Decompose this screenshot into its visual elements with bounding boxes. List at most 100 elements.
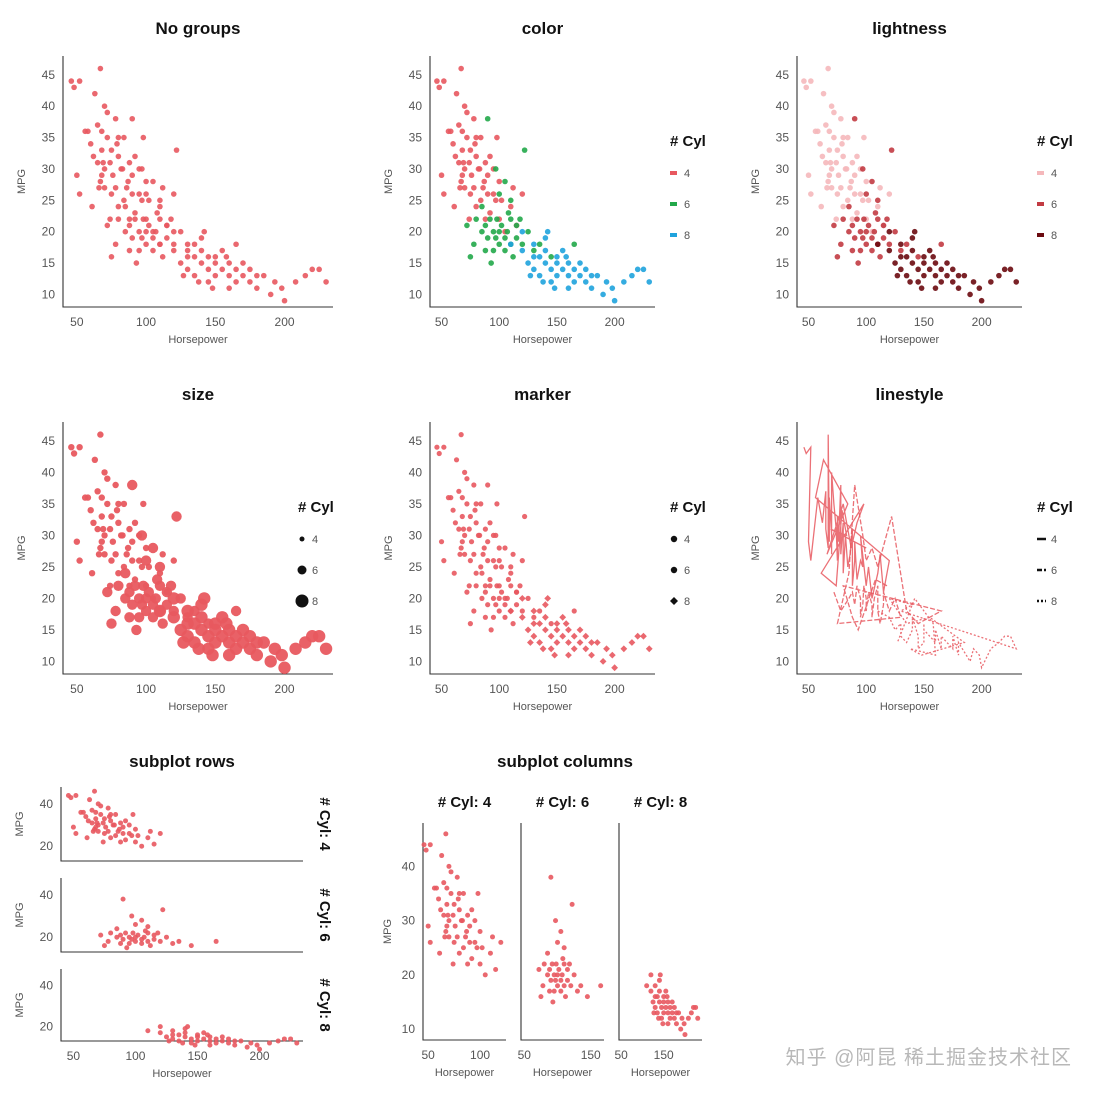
- data-point: [570, 645, 578, 653]
- data-point: [126, 159, 133, 166]
- legend-label: 4: [1051, 168, 1057, 180]
- data-point: [827, 159, 834, 166]
- data-point: [254, 285, 260, 291]
- data-point: [949, 279, 956, 285]
- data-point: [823, 159, 829, 166]
- data-point: [180, 272, 187, 279]
- data-point: [834, 253, 841, 260]
- data-point: [226, 285, 232, 291]
- data-point: [548, 977, 554, 983]
- data-point: [104, 134, 111, 141]
- data-point: [588, 285, 595, 291]
- data-point: [519, 608, 525, 614]
- data-point: [132, 839, 138, 845]
- data-point: [240, 260, 246, 266]
- data-point: [669, 999, 675, 1005]
- data-point: [434, 444, 440, 450]
- data-point: [443, 929, 449, 934]
- data-point: [507, 197, 514, 204]
- data-point: [233, 241, 239, 248]
- data-point: [566, 961, 572, 967]
- axis-lines: [60, 787, 303, 862]
- data-point: [99, 525, 107, 533]
- data-point: [115, 134, 122, 141]
- data-point: [571, 241, 578, 248]
- data-point: [665, 999, 671, 1005]
- data-point: [206, 648, 219, 662]
- data-point: [484, 115, 491, 122]
- data-point: [663, 988, 669, 994]
- data-point: [138, 563, 146, 571]
- data-point: [266, 1040, 272, 1046]
- data-point: [886, 241, 893, 248]
- data-point: [517, 583, 523, 589]
- data-point: [685, 1015, 691, 1021]
- subplot-row-4: 20 40 MPG # Cyl: 4: [14, 787, 333, 862]
- data-point: [120, 936, 126, 942]
- data-point: [93, 816, 99, 822]
- data-point: [129, 191, 136, 197]
- data-point: [459, 918, 465, 924]
- data-point: [192, 642, 205, 655]
- data-point: [502, 614, 508, 620]
- data-point: [909, 260, 916, 266]
- legend-title: # Cyl: [1037, 499, 1073, 516]
- data-point: [450, 912, 456, 918]
- data-point: [849, 247, 856, 254]
- data-point: [545, 972, 551, 978]
- data-point: [851, 235, 858, 241]
- data-point: [498, 222, 505, 229]
- data-point: [880, 222, 887, 229]
- data-point: [531, 241, 537, 248]
- data-point: [886, 247, 893, 254]
- data-point: [118, 839, 124, 845]
- strip-label: # Cyl: 6: [316, 888, 333, 941]
- data-point: [260, 272, 267, 279]
- strip-label: # Cyl: 8: [316, 978, 333, 1031]
- data-point: [473, 216, 479, 222]
- y-tick-label: 15: [776, 256, 790, 270]
- data-point: [445, 128, 452, 135]
- data-point: [132, 938, 138, 944]
- data-point: [452, 520, 458, 526]
- data-point: [232, 1042, 238, 1048]
- data-point: [445, 495, 452, 501]
- legend-title: # Cyl: [670, 499, 706, 516]
- x-tick-label: 200: [605, 315, 625, 329]
- panel-linestyle: linestyle 50 100 150 200 10 15 20 25 30 35 40 45 Hors…: [750, 385, 1073, 713]
- data-point: [553, 620, 561, 627]
- x-tick-label: 200: [972, 682, 992, 696]
- x-tick-label: 50: [802, 682, 816, 696]
- axis-lines: [429, 422, 655, 675]
- data-point: [219, 1034, 225, 1040]
- data-point: [205, 266, 212, 273]
- data-point: [488, 260, 494, 266]
- data-point: [135, 557, 143, 564]
- data-point: [487, 583, 493, 589]
- data-point: [147, 542, 159, 554]
- data-point: [886, 228, 893, 235]
- data-point: [84, 835, 90, 841]
- y-tick-label: 45: [776, 68, 790, 82]
- data-point: [505, 210, 512, 216]
- y-tick-label: 40: [776, 99, 790, 113]
- data-point: [496, 608, 502, 614]
- data-point: [932, 260, 939, 266]
- data-point: [498, 939, 504, 945]
- data-point: [89, 820, 95, 826]
- data-point: [151, 932, 157, 938]
- x-tick-label: 100: [125, 1049, 145, 1063]
- data-point: [651, 1010, 657, 1016]
- data-point: [588, 651, 595, 659]
- data-point: [851, 115, 858, 122]
- data-point: [524, 626, 532, 634]
- data-point: [652, 1004, 658, 1010]
- data-point: [129, 913, 135, 919]
- data-point: [559, 247, 566, 254]
- data-point: [143, 228, 149, 235]
- y-axis-label: MPG: [750, 169, 762, 194]
- data-point: [840, 153, 846, 160]
- data-point: [988, 279, 994, 285]
- x-axis-label: Horsepower: [513, 334, 573, 346]
